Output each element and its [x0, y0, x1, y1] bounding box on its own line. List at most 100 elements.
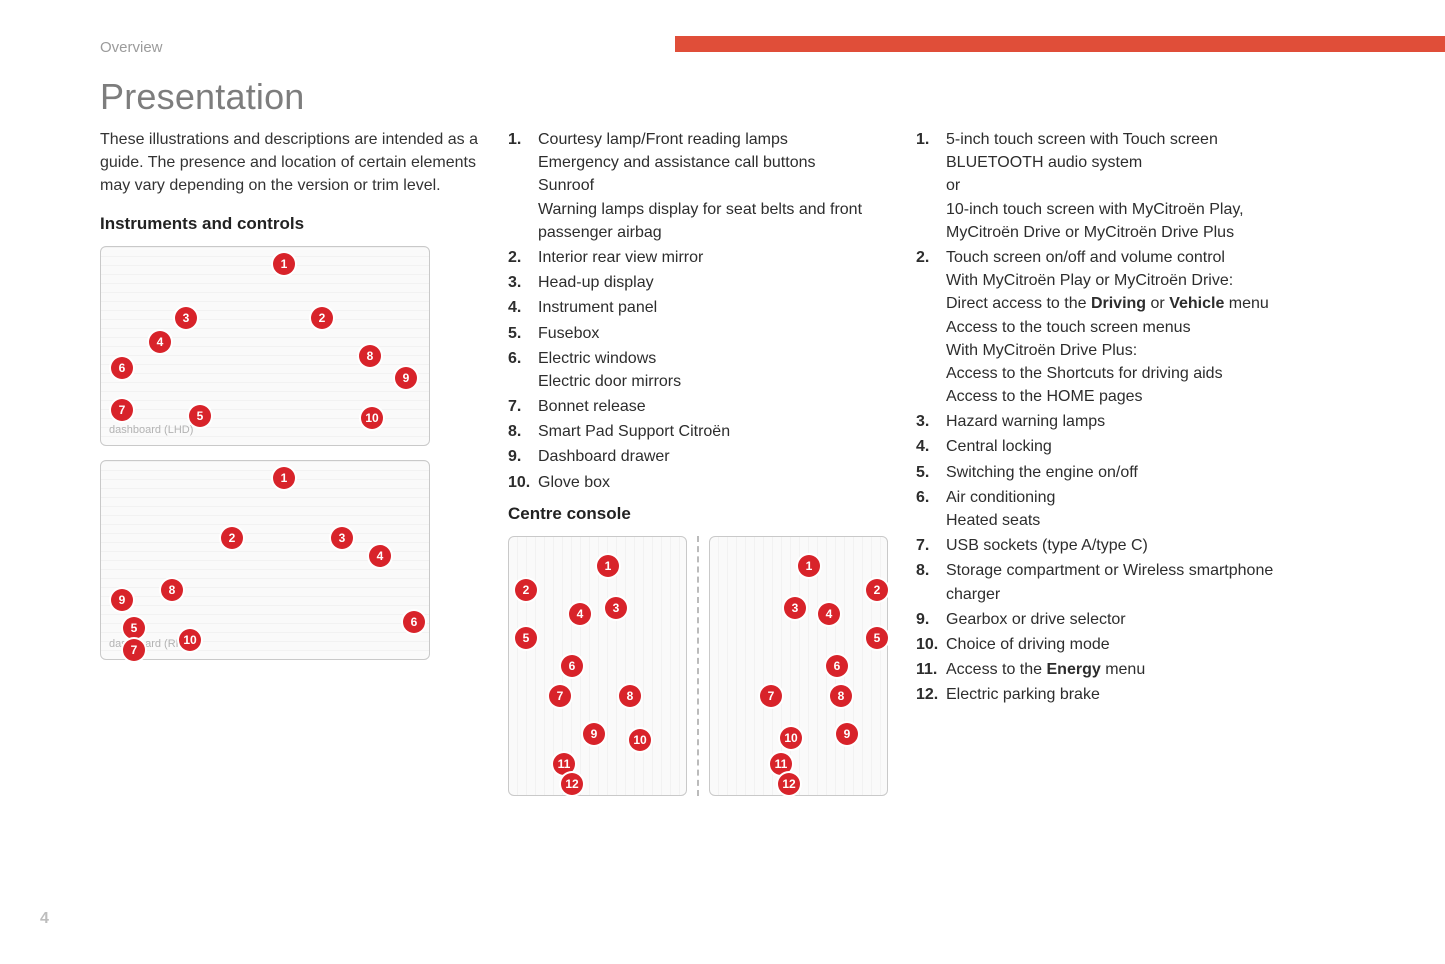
callout-badge: 4: [369, 545, 391, 567]
list-number: 12.: [916, 683, 946, 706]
callout-badge: 4: [149, 331, 171, 353]
callout-badge: 1: [273, 467, 295, 489]
list-number: 10.: [916, 633, 946, 656]
list-body: Gearbox or drive selector: [946, 608, 1316, 631]
list-body: Instrument panel: [538, 296, 888, 319]
callout-badge: 8: [161, 579, 183, 601]
callout-badge: 4: [569, 603, 591, 625]
list-number: 8.: [916, 559, 946, 605]
callout-badge: 6: [826, 655, 848, 677]
list-number: 7.: [508, 395, 538, 418]
list-number: 5.: [508, 322, 538, 345]
dashboard-diagram-lhd: dashboard (LHD) 12345678910: [100, 246, 430, 446]
list-line: Sunroof: [538, 174, 888, 197]
list-item: 8.Storage compartment or Wireless smartp…: [916, 559, 1316, 605]
list-line: Instrument panel: [538, 296, 888, 319]
list-item: 5.Fusebox: [508, 322, 888, 345]
callout-badge: 7: [549, 685, 571, 707]
callout-badge: 2: [866, 579, 888, 601]
list-item: 6.Air conditioningHeated seats: [916, 486, 1316, 532]
callout-badge: 12: [561, 773, 583, 795]
list-line: Emergency and assistance call buttons: [538, 151, 888, 174]
callout-badge: 8: [619, 685, 641, 707]
callout-badge: 9: [395, 367, 417, 389]
callout-badge: 5: [189, 405, 211, 427]
list-line: Glove box: [538, 471, 888, 494]
list-body: Head-up display: [538, 271, 888, 294]
callout-badge: 4: [818, 603, 840, 625]
list-item: 4.Instrument panel: [508, 296, 888, 319]
callout-badge: 1: [273, 253, 295, 275]
list-item: 7.Bonnet release: [508, 395, 888, 418]
list-item: 8.Smart Pad Support Citroën: [508, 420, 888, 443]
console-diagram-lhd: 123456789101112: [508, 536, 687, 796]
list-number: 6.: [916, 486, 946, 532]
callout-badge: 10: [780, 727, 802, 749]
list-line: Electric windows: [538, 347, 888, 370]
list-line: Interior rear view mirror: [538, 246, 888, 269]
column-right: 1.5-inch touch screen with Touch screen …: [916, 128, 1316, 796]
list-number: 6.: [508, 347, 538, 393]
list-body: Interior rear view mirror: [538, 246, 888, 269]
callout-badge: 5: [866, 627, 888, 649]
callout-badge: 6: [111, 357, 133, 379]
list-item: 10.Choice of driving mode: [916, 633, 1316, 656]
list-body: Storage compartment or Wireless smartpho…: [946, 559, 1316, 605]
list-body: Bonnet release: [538, 395, 888, 418]
list-item: 10.Glove box: [508, 471, 888, 494]
list-body: Glove box: [538, 471, 888, 494]
list-body: USB sockets (type A/type C): [946, 534, 1316, 557]
console-list: 1.5-inch touch screen with Touch screen …: [916, 128, 1316, 707]
list-body: Fusebox: [538, 322, 888, 345]
callout-badge: 7: [760, 685, 782, 707]
list-body: Switching the engine on/off: [946, 461, 1316, 484]
list-item: 3.Head-up display: [508, 271, 888, 294]
list-item: 1.5-inch touch screen with Touch screen …: [916, 128, 1316, 244]
callout-badge: 11: [553, 753, 575, 775]
list-number: 1.: [508, 128, 538, 244]
list-body: Touch screen on/off and volume controlWi…: [946, 246, 1316, 408]
list-line: Courtesy lamp/Front reading lamps: [538, 128, 888, 151]
list-item: 5.Switching the engine on/off: [916, 461, 1316, 484]
list-number: 9.: [916, 608, 946, 631]
list-item: 1.Courtesy lamp/Front reading lampsEmerg…: [508, 128, 888, 244]
list-number: 3.: [916, 410, 946, 433]
list-line: Fusebox: [538, 322, 888, 345]
callout-badge: 9: [111, 589, 133, 611]
callout-badge: 5: [515, 627, 537, 649]
callout-badge: 7: [111, 399, 133, 421]
callout-badge: 7: [123, 639, 145, 661]
manual-page: Overview Presentation These illustration…: [0, 0, 1445, 964]
list-number: 4.: [916, 435, 946, 458]
callout-badge: 9: [583, 723, 605, 745]
list-number: 4.: [508, 296, 538, 319]
callout-badge: 2: [515, 579, 537, 601]
list-item: 3.Hazard warning lamps: [916, 410, 1316, 433]
list-body: Hazard warning lamps: [946, 410, 1316, 433]
callout-badge: 10: [629, 729, 651, 751]
list-number: 2.: [916, 246, 946, 408]
callout-badge: 2: [221, 527, 243, 549]
list-line: Warning lamps display for seat belts and…: [538, 198, 888, 244]
list-number: 10.: [508, 471, 538, 494]
diagram-divider: [697, 536, 699, 796]
page-title: Presentation: [100, 76, 1397, 118]
callout-badge: 1: [597, 555, 619, 577]
centre-console-diagrams: 123456789101112 123456789101112: [508, 536, 888, 796]
list-line: Bonnet release: [538, 395, 888, 418]
callout-badge: 12: [778, 773, 800, 795]
list-body: Smart Pad Support Citroën: [538, 420, 888, 443]
list-body: Electric parking brake: [946, 683, 1316, 706]
list-item: 9.Dashboard drawer: [508, 445, 888, 468]
callout-badge: 8: [830, 685, 852, 707]
subhead-centre-console: Centre console: [508, 502, 888, 527]
list-body: Access to the Energy menu: [946, 658, 1316, 681]
callout-badge: 5: [123, 617, 145, 639]
list-line: Dashboard drawer: [538, 445, 888, 468]
callout-badge: 2: [311, 307, 333, 329]
list-body: Courtesy lamp/Front reading lampsEmergen…: [538, 128, 888, 244]
callout-badge: 8: [359, 345, 381, 367]
list-body: Central locking: [946, 435, 1316, 458]
list-item: 7.USB sockets (type A/type C): [916, 534, 1316, 557]
list-line: Electric door mirrors: [538, 370, 888, 393]
